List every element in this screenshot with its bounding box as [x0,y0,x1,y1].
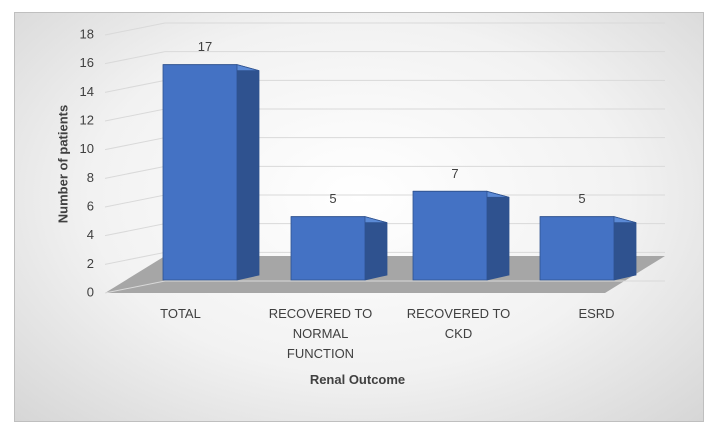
grid-line [104,51,665,65]
bar-side [364,216,388,281]
x-tick-label: RECOVERED TO NORMAL FUNCTION [268,306,373,361]
y-tick-label: 14 [80,84,94,99]
x-axis-title: Renal Outcome [309,372,406,387]
y-tick-label: 6 [87,198,94,213]
y-axis-title: Number of patients [55,105,70,223]
bar [539,216,637,281]
value-label: 7 [451,166,458,181]
bar-front [539,216,615,281]
y-tick-label: 4 [87,227,94,242]
x-tick-label: RECOVERED TO CKD [406,306,511,341]
y-tick-label: 2 [87,256,94,271]
bar-front [290,216,366,281]
y-tick-label: 16 [80,55,94,70]
value-label: 5 [578,191,585,206]
y-tick-label: 8 [87,170,94,185]
value-label: 5 [329,191,336,206]
grid-line [104,22,665,36]
y-tick-label: 0 [87,284,94,299]
bar [290,216,388,281]
bar-side [236,64,260,281]
bar-front [412,190,488,281]
grid-line [104,280,665,294]
bar-front [162,64,238,281]
y-tick-label: 18 [80,26,94,41]
bar-side [486,190,510,281]
x-tick-label: ESRD [578,306,615,321]
x-tick-label: TOTAL [160,306,201,321]
bar [162,64,260,281]
y-tick-label: 12 [80,112,94,127]
bar-side [613,216,637,281]
y-tick-label: 10 [80,141,94,156]
value-label: 17 [198,39,212,54]
bar [412,190,510,281]
